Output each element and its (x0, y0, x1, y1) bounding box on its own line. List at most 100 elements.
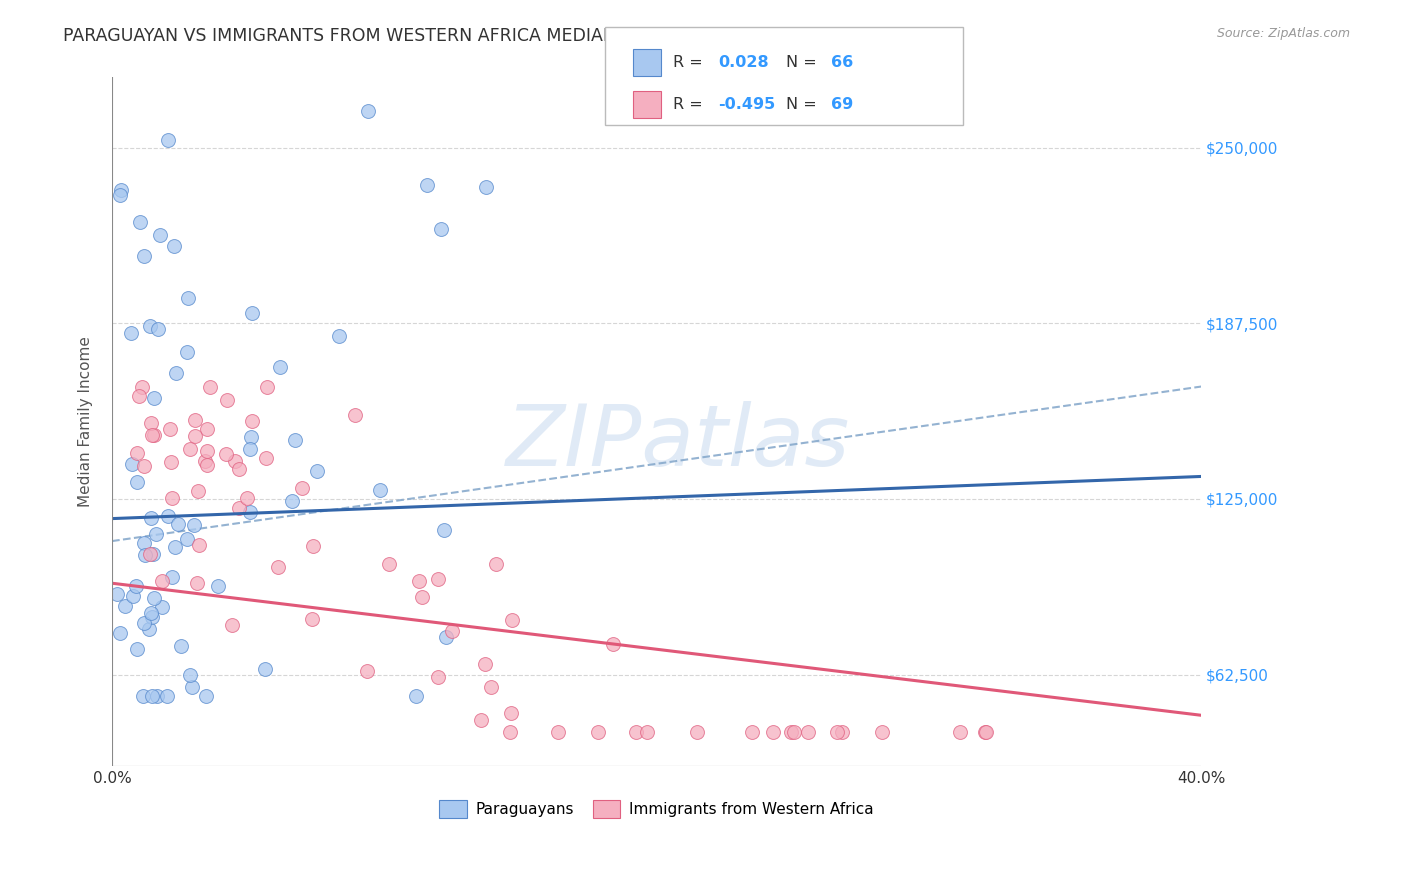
Point (160, 454, 183, 468)
Point (134, 535, 156, 549)
Point (240, 430, 263, 444)
Point (797, 725, 820, 739)
Legend: Paraguayans, Immigrants from Western Africa: Paraguayans, Immigrants from Western Afr… (433, 794, 880, 823)
Point (139, 606, 162, 620)
Point (139, 511, 162, 525)
Point (762, 725, 785, 739)
Point (134, 548, 156, 562)
Point (159, 422, 181, 436)
Point (110, 626, 132, 640)
Point (475, 179, 498, 194)
Point (949, 725, 972, 739)
Point (501, 613, 523, 627)
Point (141, 610, 163, 624)
Point (108, 188, 131, 202)
Point (239, 505, 262, 519)
Point (240, 306, 263, 320)
Point (240, 414, 263, 428)
Point (499, 725, 522, 739)
Point (149, 227, 172, 242)
Point (160, 570, 183, 584)
Point (181, 680, 204, 694)
Point (485, 558, 508, 572)
Point (825, 725, 848, 739)
Point (780, 725, 803, 739)
Point (195, 458, 218, 472)
Point (195, 689, 218, 703)
Point (187, 483, 209, 498)
Text: R =: R = (673, 97, 709, 112)
Point (474, 657, 496, 671)
Point (163, 239, 186, 253)
Point (426, 572, 449, 586)
Text: 69: 69 (831, 97, 853, 112)
Point (224, 453, 246, 467)
Point (256, 379, 278, 393)
Text: N =: N = (786, 55, 823, 70)
Point (143, 428, 166, 442)
Point (405, 689, 427, 703)
Point (586, 725, 609, 739)
Point (470, 713, 492, 727)
Point (357, 103, 380, 118)
Point (138, 622, 160, 636)
Point (120, 326, 142, 340)
Point (127, 642, 149, 657)
Point (127, 446, 149, 460)
Point (254, 450, 277, 465)
Point (122, 589, 145, 603)
Text: 66: 66 (831, 55, 853, 70)
Text: R =: R = (673, 55, 709, 70)
Point (479, 681, 502, 695)
Point (128, 388, 150, 402)
Point (239, 442, 262, 457)
Point (195, 422, 218, 436)
Point (176, 345, 198, 359)
Point (870, 725, 893, 739)
Text: N =: N = (786, 97, 823, 112)
Point (741, 725, 763, 739)
Point (499, 706, 522, 720)
Point (186, 576, 208, 591)
Point (188, 538, 211, 552)
Point (177, 291, 200, 305)
Point (183, 518, 205, 533)
Point (139, 547, 162, 561)
Text: Source: ZipAtlas.com: Source: ZipAtlas.com (1216, 27, 1350, 40)
Point (195, 444, 218, 458)
Point (434, 630, 457, 644)
Point (179, 668, 201, 682)
Point (236, 491, 259, 506)
Point (284, 434, 307, 448)
Point (221, 617, 243, 632)
Point (831, 725, 853, 739)
Point (183, 429, 205, 443)
Point (411, 590, 433, 604)
Point (430, 221, 453, 235)
Point (110, 183, 132, 197)
Point (228, 462, 250, 476)
Point (143, 591, 166, 606)
Point (200, 379, 222, 393)
Point (125, 475, 148, 490)
Point (143, 391, 166, 405)
Y-axis label: Median Family Income: Median Family Income (79, 336, 93, 507)
Point (162, 491, 184, 505)
Text: 0.028: 0.028 (718, 55, 769, 70)
Point (157, 509, 180, 524)
Text: PARAGUAYAN VS IMMIGRANTS FROM WESTERN AFRICA MEDIAN FAMILY INCOME CORRELATION CH: PARAGUAYAN VS IMMIGRANTS FROM WESTERN AF… (63, 27, 950, 45)
Point (165, 366, 187, 380)
Point (132, 615, 155, 630)
Point (194, 454, 217, 468)
Point (267, 559, 290, 574)
Text: ZIPatlas: ZIPatlas (506, 401, 851, 483)
Point (408, 574, 430, 588)
Point (141, 428, 163, 442)
Point (146, 322, 169, 336)
Point (125, 579, 148, 593)
Point (782, 725, 804, 739)
Point (307, 464, 329, 478)
Point (280, 494, 302, 508)
Point (139, 416, 162, 430)
Point (207, 579, 229, 593)
